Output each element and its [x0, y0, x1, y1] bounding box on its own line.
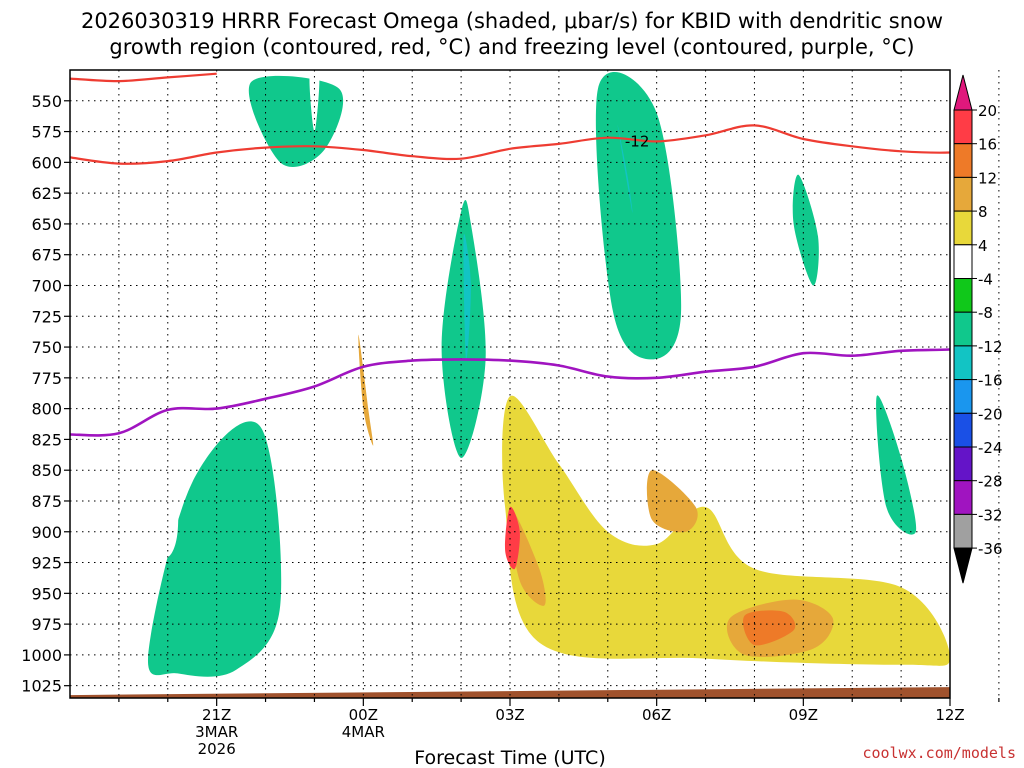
ytick-label-625: 625	[31, 184, 62, 203]
colorbar-box-9	[953, 412, 973, 448]
ytick-label-825: 825	[31, 430, 62, 449]
colorbar-box-6	[953, 311, 973, 347]
xtick-label-06Z: 06Z	[642, 706, 671, 724]
y-axis: 550 575 600 625 650 675 700 725 750 775 800 825 850 8…	[21, 92, 70, 696]
ytick-label-725: 725	[31, 307, 62, 326]
colorbar-bottom-arrow	[953, 547, 973, 584]
omega-region-ascent-west-outer	[147, 421, 282, 677]
omega-region-descent-top-21z	[157, 80, 174, 150]
xtick-date-00Z: 4MAR	[342, 723, 385, 741]
omega-region-descent-06z-core	[646, 470, 698, 533]
title-block: 2026030319 HRRR Forecast Omega (shaded, …	[81, 9, 943, 59]
xtick-date-21Z: 3MAR	[195, 723, 238, 741]
omega-region-descent-09z	[724, 233, 786, 352]
omega-region-ascent-narrow-02z-core	[463, 233, 471, 361]
dgz-contour-line	[70, 124, 950, 165]
colorbar-box-2	[953, 176, 973, 212]
ytick-label-975: 975	[31, 615, 62, 634]
colorbar-top-arrow	[953, 74, 973, 111]
colorbar-label-4: 4	[978, 237, 988, 255]
colorbar-label-1: 16	[978, 136, 997, 154]
colorbar-box-5	[953, 278, 973, 313]
colorbar-box-10	[953, 446, 973, 482]
colorbar-label-10: -24	[978, 439, 1003, 457]
ytick-label-575: 575	[31, 123, 62, 142]
omega-region-ascent-top-23z	[248, 75, 344, 168]
omega-region-ascent-11z	[876, 395, 917, 535]
colorbar-label-13: -36	[978, 540, 1003, 558]
colorbar-label-5: -4	[978, 271, 993, 289]
colorbar-label-6: -8	[978, 304, 993, 322]
ground-surface	[70, 687, 950, 698]
ytick-label-1000: 1000	[21, 646, 62, 665]
colorbar: 20 16 12 8 4 -4 -8 -12 -16 -20 -24 -28 -32 -36	[953, 74, 1003, 584]
xtick-label-00Z: 00Z	[349, 706, 378, 724]
xtick-label-03Z: 03Z	[495, 706, 524, 724]
plot-area	[70, 70, 950, 698]
xtick-label-12Z: 12Z	[935, 706, 964, 724]
ytick-label-550: 550	[31, 92, 62, 111]
omega-region-descent-10z	[839, 153, 911, 357]
colorbar-box-0	[953, 109, 973, 145]
freezing-level-line	[70, 348, 950, 437]
colorbar-label-9: -20	[978, 405, 1003, 423]
omega-region-descent-midnight-outer	[304, 179, 424, 496]
omega-region-descent-03z-max	[504, 506, 520, 570]
xtick-year-21Z: 2026	[198, 740, 236, 758]
grid-lines	[70, 70, 1000, 698]
ytick-label-925: 925	[31, 554, 62, 573]
ytick-label-750: 750	[31, 338, 62, 357]
ytick-label-775: 775	[31, 369, 62, 388]
omega-region-descent-08z-core	[743, 610, 796, 646]
chart-subtitle: growth region (contoured, red, °C) and f…	[109, 35, 914, 59]
colorbar-box-4	[953, 244, 973, 280]
chart-title: 2026030319 HRRR Forecast Omega (shaded, …	[81, 9, 943, 33]
x-axis-label: Forecast Time (UTC)	[414, 747, 605, 768]
xtick-label-09Z: 09Z	[789, 706, 818, 724]
xtick-label-21Z: 21Z	[202, 706, 231, 724]
colorbar-label-7: -12	[978, 338, 1003, 356]
colorbar-box-12	[953, 513, 973, 549]
omega-region-descent-west-left	[143, 357, 179, 558]
ytick-label-700: 700	[31, 276, 62, 295]
omega-region-ascent-09z	[792, 174, 819, 286]
omega-region-descent-main-mid	[502, 395, 950, 666]
ytick-label-600: 600	[31, 153, 62, 172]
omega-region-ascent-narrow-02z	[441, 199, 486, 458]
omega-region-descent-midnight-core	[358, 334, 374, 446]
ytick-label-675: 675	[31, 246, 62, 265]
ytick-label-1025: 1025	[21, 677, 62, 696]
ytick-label-650: 650	[31, 215, 62, 234]
colorbar-box-11	[953, 480, 973, 515]
colorbar-box-7	[953, 345, 973, 381]
colorbar-box-8	[953, 379, 973, 414]
contour-lines	[70, 72, 950, 437]
colorbar-label-12: -32	[978, 506, 1003, 524]
omega-region-ascent-upper-05z-core	[617, 124, 633, 213]
colorbar-label-3: 8	[978, 203, 988, 221]
ytick-label-950: 950	[31, 584, 62, 603]
colorbar-label-11: -28	[978, 473, 1003, 491]
dgz-contour-label: -12	[625, 132, 650, 150]
omega-region-ascent-upper-05z	[595, 72, 682, 360]
ytick-label-850: 850	[31, 461, 62, 480]
colorbar-box-1	[953, 143, 973, 178]
colorbar-label-8: -16	[978, 372, 1003, 390]
ytick-label-900: 900	[31, 523, 62, 542]
ytick-label-800: 800	[31, 400, 62, 419]
credit-link[interactable]: coolwx.com/models	[862, 744, 1016, 762]
colorbar-label-0: 20	[978, 102, 997, 120]
ytick-label-875: 875	[31, 492, 62, 511]
colorbar-label-2: 12	[978, 169, 997, 187]
colorbar-box-3	[953, 210, 973, 246]
dgz-top-contour	[70, 72, 217, 83]
